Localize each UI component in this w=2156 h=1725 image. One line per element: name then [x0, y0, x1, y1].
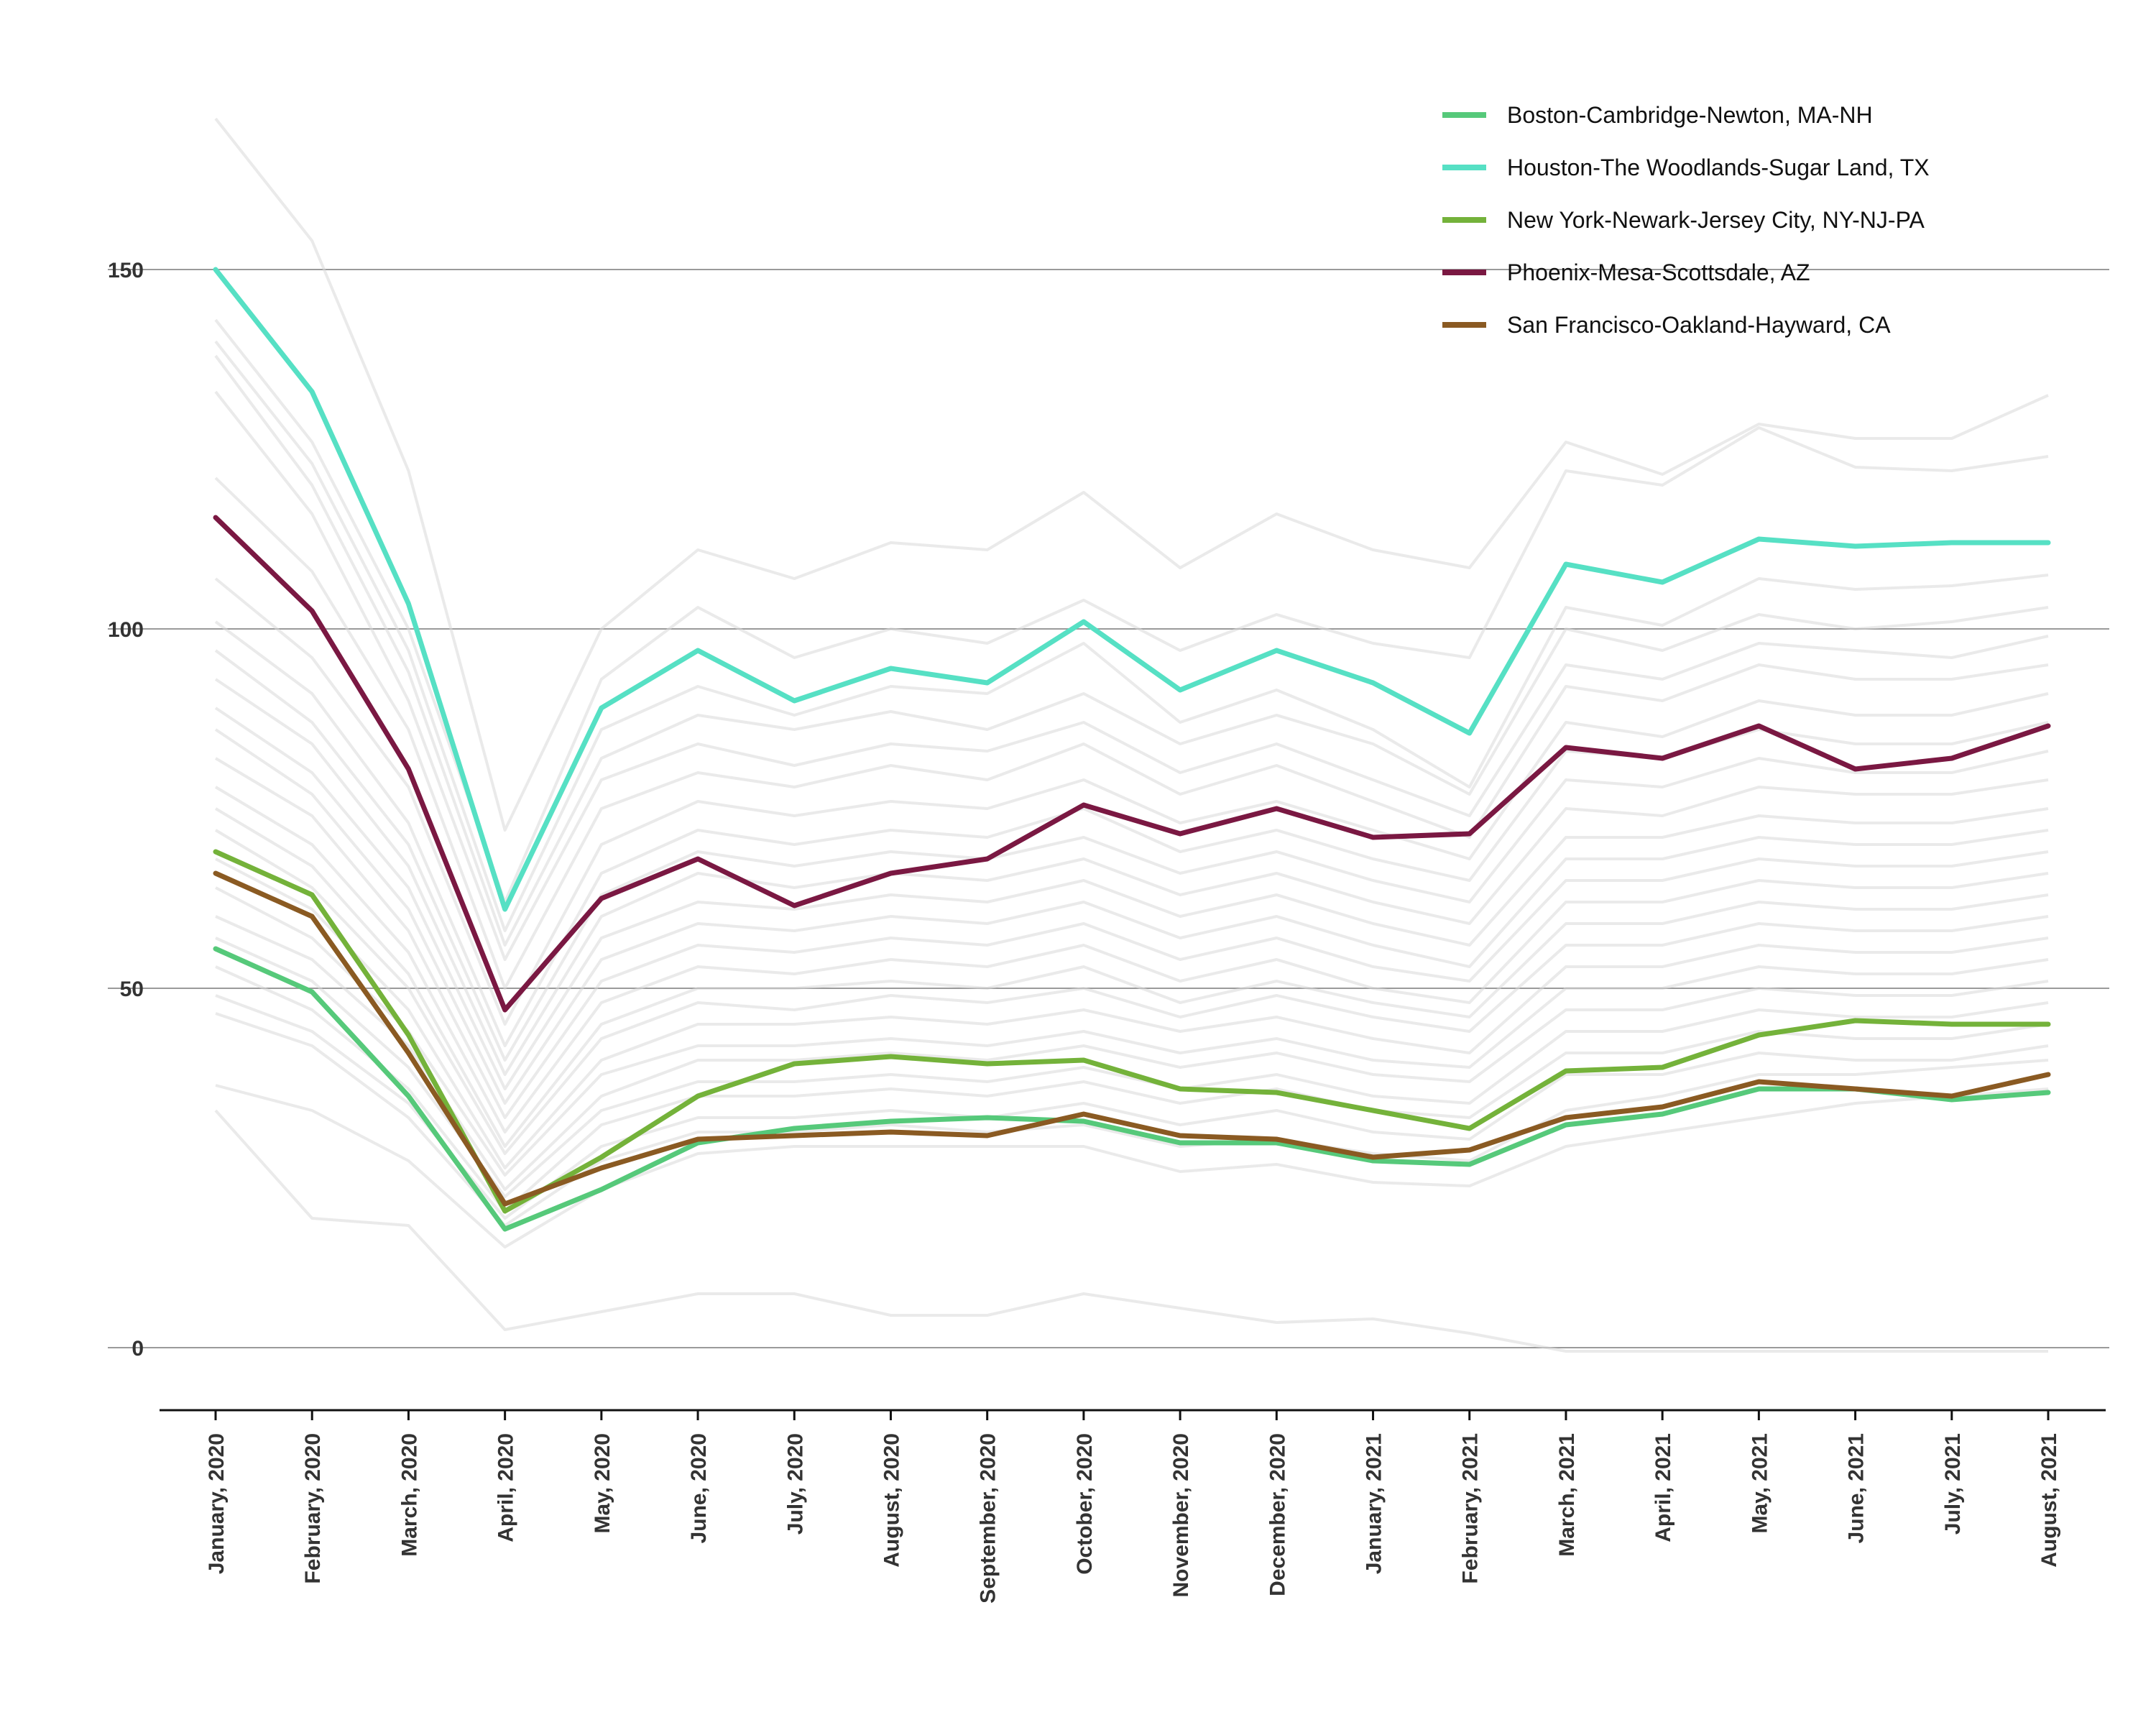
background-series-lines [214, 117, 2049, 1353]
legend-label: San Francisco-Oakland-Hayward, CA [1507, 312, 1891, 338]
x-tick-label: June, 2021 [1845, 1433, 1869, 1543]
x-tick-label: March, 2020 [397, 1433, 421, 1557]
background-series-line [214, 707, 2049, 1090]
background-series-line [214, 807, 2049, 1148]
highlighted-series-lines [213, 267, 2051, 1232]
series-line-3 [213, 515, 2051, 1013]
y-tick-label: 150 [108, 259, 144, 282]
x-tick-label: April, 2020 [494, 1433, 518, 1542]
background-series-line [214, 477, 2049, 990]
background-series-line [215, 1012, 2049, 1227]
x-tick-label: January, 2020 [205, 1433, 229, 1574]
background-series-line [214, 786, 2049, 1133]
x-tick-label: May, 2021 [1748, 1433, 1772, 1534]
x-tick-label: July, 2020 [783, 1433, 807, 1535]
background-series-line [215, 994, 2049, 1220]
background-series-line [214, 318, 2049, 903]
background-series-line [214, 1109, 2048, 1353]
background-series-line [215, 857, 2049, 1169]
x-tick-label: January, 2021 [1363, 1433, 1386, 1574]
x-tick-label: December, 2020 [1266, 1433, 1289, 1596]
y-tick-label: 0 [132, 1337, 144, 1361]
x-tick-label: August, 2020 [880, 1433, 903, 1568]
background-series-line [214, 390, 2049, 961]
background-series-line [214, 728, 2049, 1105]
background-series-line [214, 678, 2049, 1076]
background-series-line [215, 1084, 2049, 1248]
legend: Boston-Cambridge-Newton, MA-NH Houston-Th… [1442, 102, 1930, 338]
background-series-line [215, 915, 2049, 1191]
series-line-4 [213, 870, 2051, 1207]
x-tick-label: August, 2021 [2037, 1433, 2061, 1568]
background-series-line [215, 937, 2049, 1198]
background-series-line [214, 340, 2049, 932]
legend-label: Phoenix-Mesa-Scottsdale, AZ [1507, 259, 1810, 285]
y-tick-label: 100 [108, 618, 144, 642]
x-tick-label: September, 2020 [977, 1433, 1000, 1604]
legend-label: Houston-The Woodlands-Sugar Land, TX [1507, 155, 1930, 180]
background-series-line [214, 757, 2049, 1119]
y-axis-ticks: 0 50 100 150 [108, 259, 144, 1361]
x-tick-label: May, 2020 [591, 1433, 614, 1534]
x-tick-label: February, 2021 [1459, 1433, 1483, 1584]
x-tick-label: July, 2021 [1941, 1433, 1965, 1535]
background-series-line [214, 117, 2049, 832]
series-line-2 [213, 849, 2051, 1214]
x-tick-label: November, 2020 [1169, 1433, 1193, 1597]
legend-label: Boston-Cambridge-Newton, MA-NH [1507, 102, 1873, 128]
background-series-line [215, 886, 2049, 1177]
x-tick-label: February, 2020 [301, 1433, 325, 1584]
x-tick-label: October, 2020 [1073, 1433, 1097, 1575]
background-series-line [214, 620, 2049, 1047]
background-series-line [214, 354, 2049, 947]
series-line-1 [213, 267, 2051, 912]
legend-label: New York-Newark-Jersey City, NY-NJ-PA [1507, 207, 1925, 233]
background-series-line [214, 829, 2049, 1155]
y-tick-label: 50 [120, 978, 144, 1001]
series-line-0 [213, 946, 2051, 1232]
background-series-line [214, 649, 2049, 1062]
x-axis-ticks: January, 2020 February, 2020 March, 2020 Ap… [205, 1410, 2061, 1604]
x-tick-label: June, 2020 [687, 1433, 711, 1543]
x-tick-label: March, 2021 [1555, 1433, 1579, 1557]
x-tick-label: April, 2021 [1651, 1433, 1675, 1542]
